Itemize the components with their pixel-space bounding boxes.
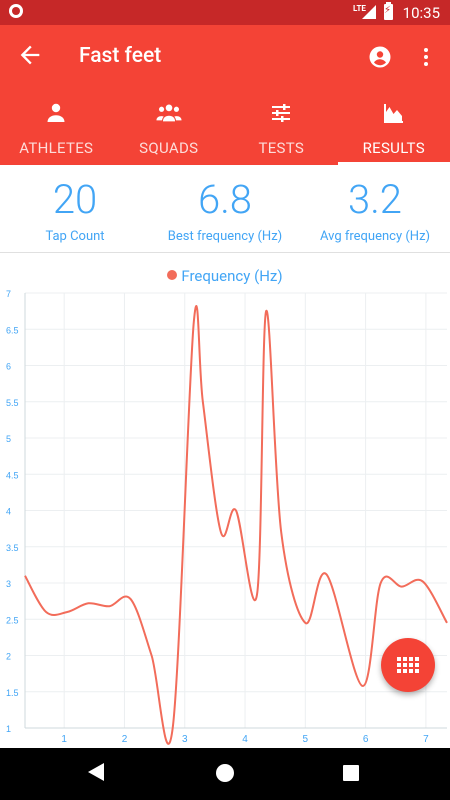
chart-legend: Frequency (Hz)	[0, 267, 450, 285]
stats-summary: 20 Tap Count 6.8 Best frequency (Hz) 3.2…	[0, 165, 450, 253]
stat-value: 3.2	[348, 176, 402, 223]
y-tick-label: 6	[6, 362, 11, 372]
stat-label: Avg frequency (Hz)	[319, 229, 431, 244]
tab-bar: ATHLETES SQUADS TESTS	[0, 97, 450, 165]
tab-label: TESTS	[258, 139, 305, 157]
back-arrow-icon[interactable]	[16, 41, 44, 69]
x-tick-label: 1	[61, 734, 67, 745]
system-navigation-bar	[0, 748, 450, 800]
y-tick-label: 4	[6, 507, 11, 517]
tab-label: SQUADS	[139, 139, 199, 157]
stat-tap-count: 20 Tap Count	[0, 165, 150, 252]
legend-label: Frequency (Hz)	[181, 267, 283, 285]
notification-icon	[9, 4, 23, 18]
frequency-chart[interactable]: Frequency (Hz) 1 1.5 2 2.5 3 3.5 4 4.5 5 5.5 6 6.5 7…	[0, 253, 450, 748]
tab-tests[interactable]: TESTS	[225, 97, 338, 165]
series-line-frequency	[24, 305, 448, 745]
y-tick-label: 6.5	[6, 325, 19, 335]
stat-label: Tap Count	[45, 229, 105, 244]
x-tick-label: 7	[423, 734, 429, 745]
page-title: Fast feet	[79, 44, 162, 68]
tab-label: RESULTS	[362, 139, 425, 157]
x-tick-label: 5	[303, 734, 309, 745]
stat-label: Best frequency (Hz)	[167, 229, 283, 244]
signal-icon	[362, 5, 376, 19]
y-tick-label: 4.5	[6, 470, 19, 480]
tab-athletes[interactable]: ATHLETES	[0, 97, 113, 165]
keypad-fab-button[interactable]	[381, 638, 435, 692]
group-icon	[156, 104, 182, 122]
stat-avg-frequency: 3.2 Avg frequency (Hz)	[300, 165, 450, 252]
x-tick-label: 2	[122, 734, 128, 745]
status-bar: LTE 10:35	[0, 0, 450, 25]
y-tick-label: 2.5	[6, 615, 19, 625]
y-tick-label: 5	[6, 434, 11, 444]
tab-squads[interactable]: SQUADS	[113, 97, 226, 165]
account-circle-icon[interactable]	[368, 45, 392, 69]
y-tick-label: 3.5	[6, 543, 19, 553]
stat-value: 20	[52, 176, 98, 223]
clock: 10:35	[402, 4, 440, 22]
x-tick-label: 4	[242, 734, 248, 745]
stat-value: 6.8	[198, 176, 252, 223]
x-tick-label: 6	[363, 734, 369, 745]
stat-best-frequency: 6.8 Best frequency (Hz)	[150, 165, 300, 252]
y-tick-label: 3	[6, 579, 11, 589]
person-icon	[47, 103, 65, 122]
tab-label: ATHLETES	[19, 139, 94, 157]
y-tick-label: 7	[6, 289, 11, 299]
y-tick-label: 1.5	[6, 688, 19, 698]
nav-recents-icon[interactable]	[343, 765, 359, 781]
y-tick-label: 1	[6, 724, 11, 734]
tune-icon	[272, 104, 291, 122]
more-vert-icon[interactable]	[414, 45, 438, 69]
nav-home-icon[interactable]	[216, 764, 234, 782]
tab-results[interactable]: RESULTS	[337, 97, 450, 165]
legend-swatch	[167, 270, 178, 280]
network-type: LTE	[353, 4, 366, 13]
battery-charging-icon	[384, 2, 393, 20]
x-tick-label: 3	[182, 734, 188, 745]
y-tick-label: 5.5	[6, 398, 19, 408]
line-chart-svg: 1 1.5 2 2.5 3 3.5 4 4.5 5 5.5 6 6.5 7 1 2 3 4 5 6 7	[6, 289, 448, 745]
area-chart-icon	[383, 104, 403, 123]
nav-back-icon[interactable]	[88, 763, 104, 781]
y-tick-label: 2	[6, 652, 11, 662]
app-bar: Fast feet ATHLETES SQUADS	[0, 25, 450, 165]
keypad-icon	[397, 657, 419, 673]
